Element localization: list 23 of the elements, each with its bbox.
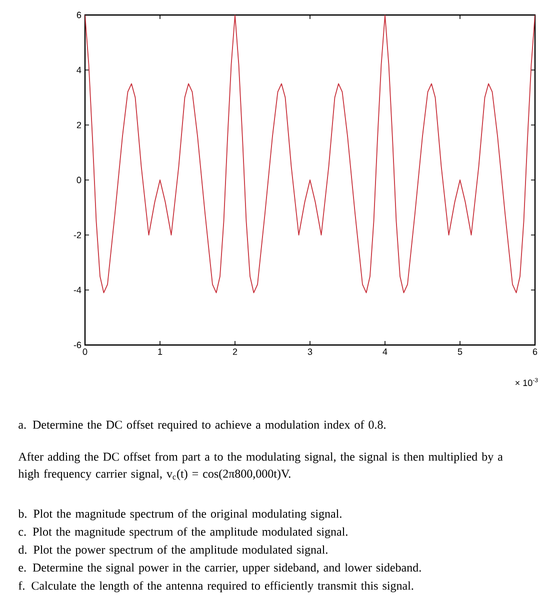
y-tick-label: 0 xyxy=(76,176,82,184)
text: After adding the DC offset from part a to the modulating signal, the signal is then multiplied by a high frequency carrier signal, v$_{c}$(t) = cos(2π800,000t)V. xyxy=(18,452,503,480)
text: b. Plot the magnitude spectrum of the original modulating signal. xyxy=(18,509,342,520)
x-tick-label: 4 xyxy=(382,348,388,355)
x-tick-label: 3 xyxy=(308,348,312,355)
y-tick-label: -6 xyxy=(74,342,82,348)
x-tick-label: 5 xyxy=(458,348,462,355)
y-tick-label: -2 xyxy=(74,232,82,238)
x-axis-title: × 10$^{-3}$ xyxy=(516,378,538,386)
x-tick-label: 6 xyxy=(532,348,538,355)
y-tick-label: 6 xyxy=(76,12,82,18)
y-tick-label: 4 xyxy=(76,66,82,74)
text: f. Calculate the length of the antenna required to efficiently transmit this signal. xyxy=(18,581,414,592)
text: d. Plot the power spectrum of the amplitude modulated signal. xyxy=(18,545,328,556)
text: c. Plot the magnitude spectrum of the amplitude modulated signal. xyxy=(18,527,348,538)
text: e. Determine the signal power in the carrier, upper sideband, and lower sideband. xyxy=(18,563,421,574)
y-tick-label: 2 xyxy=(76,122,82,128)
x-tick-label: 2 xyxy=(232,348,238,355)
line-series xyxy=(85,14,536,294)
x-tick-label: 0 xyxy=(82,348,88,355)
y-tick-label: -4 xyxy=(74,286,82,294)
text: a. Determine the DC offset required to achieve a modulation index of 0.8. xyxy=(18,420,386,432)
x-tick-label: 1 xyxy=(158,348,162,355)
